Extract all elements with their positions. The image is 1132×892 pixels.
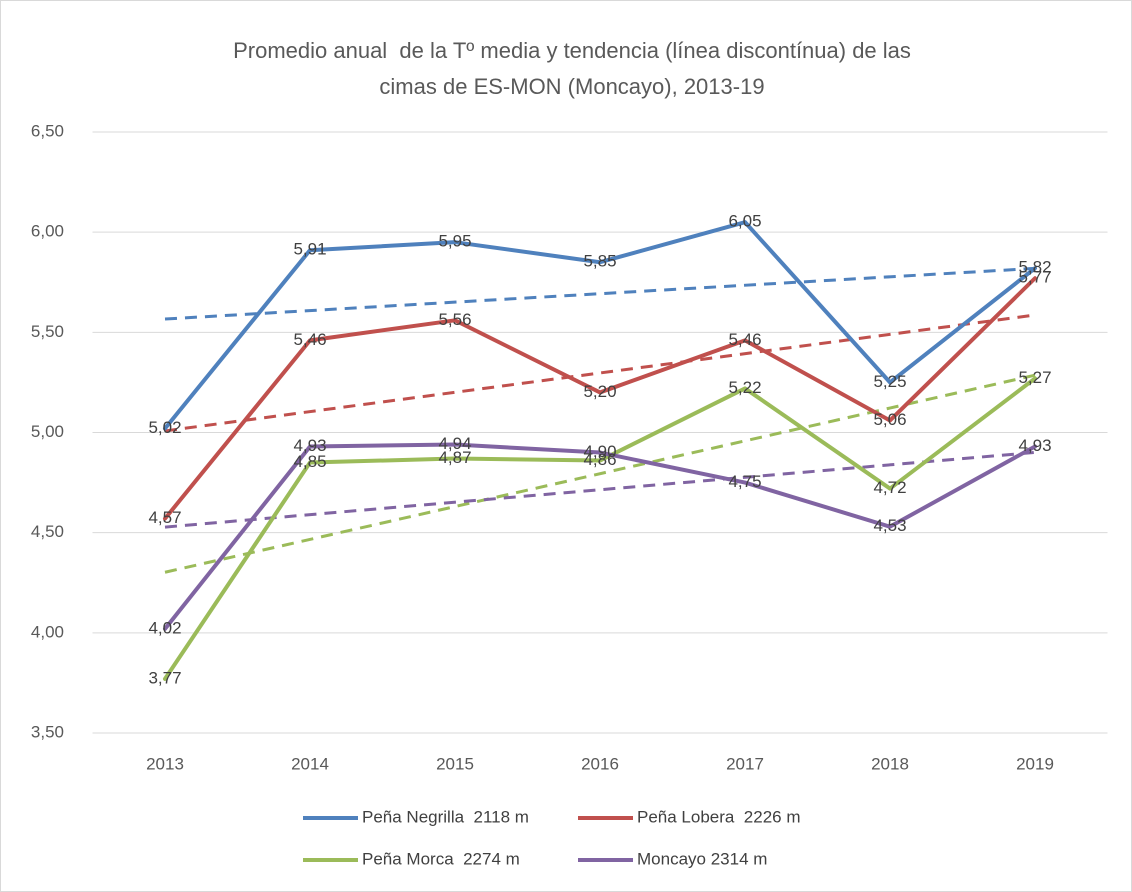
legend-label: Moncayo 2314 m <box>637 849 767 868</box>
y-tick-label: 4,00 <box>31 622 64 641</box>
data-label: 5,02 <box>148 418 181 437</box>
data-label: 4,72 <box>873 478 906 497</box>
x-tick-label: 2015 <box>436 754 474 773</box>
y-tick-label: 4,50 <box>31 522 64 541</box>
data-label: 4,94 <box>438 434 471 453</box>
y-tick-label: 5,00 <box>31 422 64 441</box>
x-tick-label: 2019 <box>1016 754 1054 773</box>
series-line <box>163 276 1037 521</box>
data-label: 5,25 <box>873 372 906 391</box>
x-tick-label: 2013 <box>146 754 184 773</box>
data-label: 6,05 <box>728 212 761 231</box>
trend-line <box>164 373 1036 574</box>
data-label: 5,82 <box>1018 258 1051 277</box>
data-label: 5,06 <box>873 410 906 429</box>
data-label: 5,46 <box>728 330 761 349</box>
trend-line <box>164 313 1036 433</box>
trend-line <box>164 266 1036 321</box>
data-label: 4,57 <box>148 508 181 527</box>
data-label: 5,77 <box>1018 268 1051 287</box>
data-label: 4,93 <box>1018 436 1051 455</box>
data-label: 4,93 <box>293 436 326 455</box>
trend-line <box>164 450 1036 529</box>
x-tick-label: 2014 <box>291 754 329 773</box>
data-label: 4,87 <box>438 448 471 467</box>
y-tick-label: 3,50 <box>31 722 64 741</box>
legend-label: Peña Lobera 2226 m <box>637 807 801 826</box>
chart-title: cimas de ES-MON (Moncayo), 2013-19 <box>379 74 764 99</box>
x-tick-label: 2016 <box>581 754 619 773</box>
data-label: 4,85 <box>293 452 326 471</box>
x-tick-label: 2017 <box>726 754 764 773</box>
data-label: 4,86 <box>583 450 616 469</box>
legend-label: Peña Morca 2274 m <box>362 849 520 868</box>
y-tick-label: 6,00 <box>31 222 64 241</box>
data-label: 5,56 <box>438 310 471 329</box>
series-line <box>163 376 1037 681</box>
data-label: 4,53 <box>873 516 906 535</box>
data-label: 5,27 <box>1018 368 1051 387</box>
series-line <box>163 442 1037 631</box>
y-tick-label: 5,50 <box>31 322 64 341</box>
x-tick-label: 2018 <box>871 754 909 773</box>
data-label: 5,46 <box>293 330 326 349</box>
data-label: 4,02 <box>148 618 181 637</box>
data-label: 5,95 <box>438 232 471 251</box>
legend-label: Peña Negrilla 2118 m <box>362 807 529 826</box>
data-label: 3,77 <box>148 668 181 687</box>
y-tick-label: 6,50 <box>31 121 64 140</box>
data-label: 5,20 <box>583 382 616 401</box>
data-label: 4,75 <box>728 472 761 491</box>
data-label: 5,91 <box>293 240 326 259</box>
series-line <box>163 220 1037 431</box>
chart-title: Promedio anual de la Tº media y tendenci… <box>233 38 911 63</box>
data-label: 4,90 <box>583 442 616 461</box>
data-label: 5,22 <box>728 378 761 397</box>
data-label: 5,85 <box>583 252 616 271</box>
